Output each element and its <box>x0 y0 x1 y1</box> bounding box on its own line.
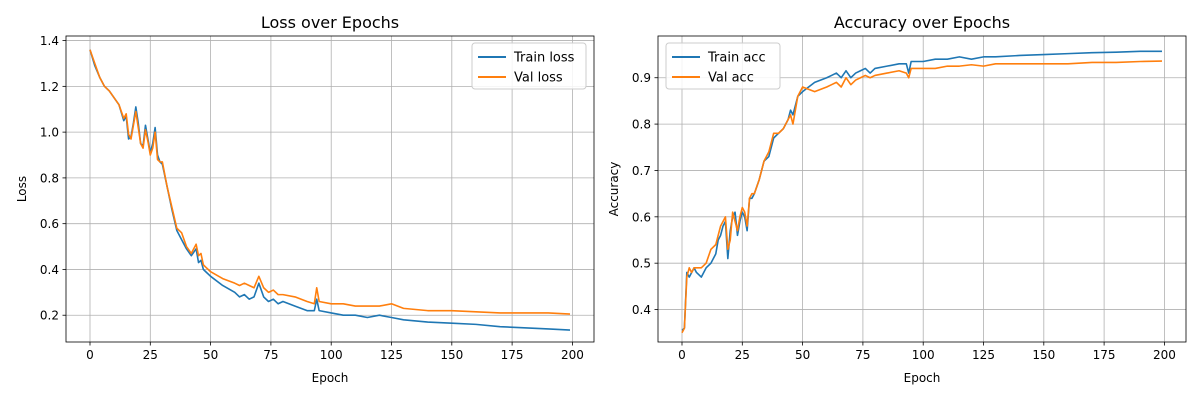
x-tick-label: 50 <box>203 348 218 362</box>
legend-label: Train acc <box>707 51 766 66</box>
y-tick-label: 0.2 <box>40 309 59 323</box>
y-tick-label: 1.4 <box>40 34 59 48</box>
x-tick-label: 150 <box>440 348 463 362</box>
chart-title: Accuracy over Epochs <box>834 13 1010 32</box>
x-tick-label: 50 <box>795 348 810 362</box>
x-tick-label: 200 <box>561 348 584 362</box>
y-tick-label: 0.5 <box>632 257 651 271</box>
y-tick-label: 0.6 <box>632 210 651 224</box>
y-tick-label: 0.9 <box>632 71 651 85</box>
x-tick-label: 25 <box>735 348 750 362</box>
x-tick-label: 150 <box>1032 348 1055 362</box>
y-tick-label: 0.4 <box>40 263 59 277</box>
y-tick-label: 0.4 <box>632 303 651 317</box>
x-tick-label: 175 <box>1093 348 1116 362</box>
legend: Train acc Val acc <box>665 42 781 90</box>
x-tick-label: 100 <box>320 348 343 362</box>
y-axis-label: Loss <box>15 176 29 202</box>
x-axis-label: Epoch <box>312 371 349 385</box>
x-tick-label: 125 <box>380 348 403 362</box>
x-axis-label: Epoch <box>904 371 941 385</box>
legend-label: Val loss <box>514 71 563 86</box>
x-tick-label: 100 <box>912 348 935 362</box>
x-tick-label: 25 <box>143 348 158 362</box>
chart-title: Loss over Epochs <box>261 13 399 32</box>
x-tick-label: 200 <box>1153 348 1176 362</box>
loss-chart: 0 25 50 75 100 125 150 175 200 0.2 0.4 0.6 0.8 1.0 1.2… <box>15 13 595 385</box>
x-tick-label: 75 <box>263 348 278 362</box>
y-axis-label: Accuracy <box>607 162 621 217</box>
y-tick-label: 0.8 <box>632 118 651 132</box>
accuracy-chart: 0 25 50 75 100 125 150 175 200 0.4 0.5 0.6 0.7 0.8 0.9… <box>607 13 1187 385</box>
y-tick-label: 1.2 <box>40 80 59 94</box>
series-line-val-loss <box>89 49 571 315</box>
x-tick-label: 125 <box>972 348 995 362</box>
y-tick-label: 0.6 <box>40 217 59 231</box>
legend: Train loss Val loss <box>471 42 587 90</box>
legend-label: Train loss <box>513 51 575 66</box>
x-tick-label: 0 <box>86 348 94 362</box>
series-line-val-acc <box>681 60 1163 334</box>
axes-frame <box>657 35 1187 343</box>
series-line-train-acc <box>681 50 1162 331</box>
x-tick-label: 75 <box>855 348 870 362</box>
x-tick-label: 0 <box>678 348 686 362</box>
y-tick-label: 1.0 <box>40 126 59 140</box>
y-tick-label: 0.8 <box>40 171 59 185</box>
legend-label: Val acc <box>708 71 754 86</box>
y-tick-label: 0.7 <box>632 164 651 178</box>
axes-frame <box>65 35 595 343</box>
x-tick-label: 175 <box>501 348 524 362</box>
